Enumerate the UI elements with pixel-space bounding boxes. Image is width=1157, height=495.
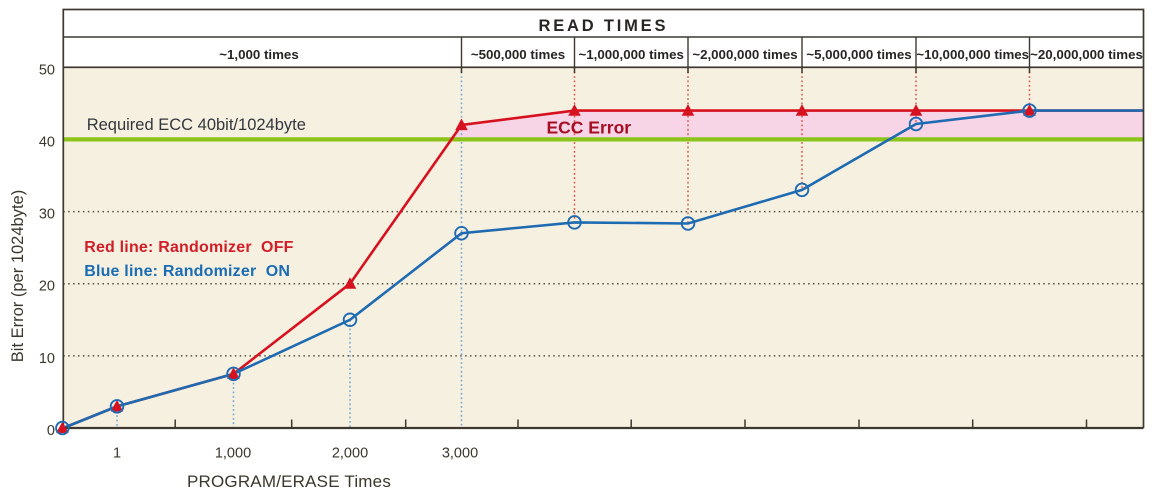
svg-text:50: 50 [39,62,55,78]
svg-text:PROGRAM/ERASE Times: PROGRAM/ERASE Times [187,472,391,491]
svg-text:30: 30 [39,207,55,223]
svg-text:~1,000 times: ~1,000 times [219,47,298,62]
svg-text:~1,000,000 times: ~1,000,000 times [579,47,684,62]
svg-text:~20,000,000 times: ~20,000,000 times [1030,47,1143,62]
svg-text:Blue line: Randomizer ON: Blue line: Randomizer ON [84,263,290,280]
svg-text:1,000: 1,000 [215,446,251,462]
svg-text:3,000: 3,000 [442,446,478,462]
svg-text:~2,000,000 times: ~2,000,000 times [692,47,797,62]
svg-text:~5,000,000 times: ~5,000,000 times [806,47,911,62]
svg-text:Required ECC 40bit/1024byte: Required ECC 40bit/1024byte [87,116,306,134]
svg-text:~500,000 times: ~500,000 times [471,47,565,62]
svg-text:40: 40 [39,134,55,150]
svg-text:Bit Error (per 1024byte): Bit Error (per 1024byte) [9,190,27,362]
svg-text:1: 1 [113,446,121,462]
svg-text:READ TIMES: READ TIMES [539,17,669,35]
svg-text:0: 0 [47,423,55,439]
svg-text:10: 10 [39,351,55,367]
svg-text:ECC Error: ECC Error [547,118,632,138]
svg-text:2,000: 2,000 [332,446,368,462]
svg-text:Red line: Randomizer OFF: Red line: Randomizer OFF [84,239,293,256]
svg-text:~10,000,000 times: ~10,000,000 times [916,47,1029,62]
svg-text:20: 20 [39,279,55,295]
